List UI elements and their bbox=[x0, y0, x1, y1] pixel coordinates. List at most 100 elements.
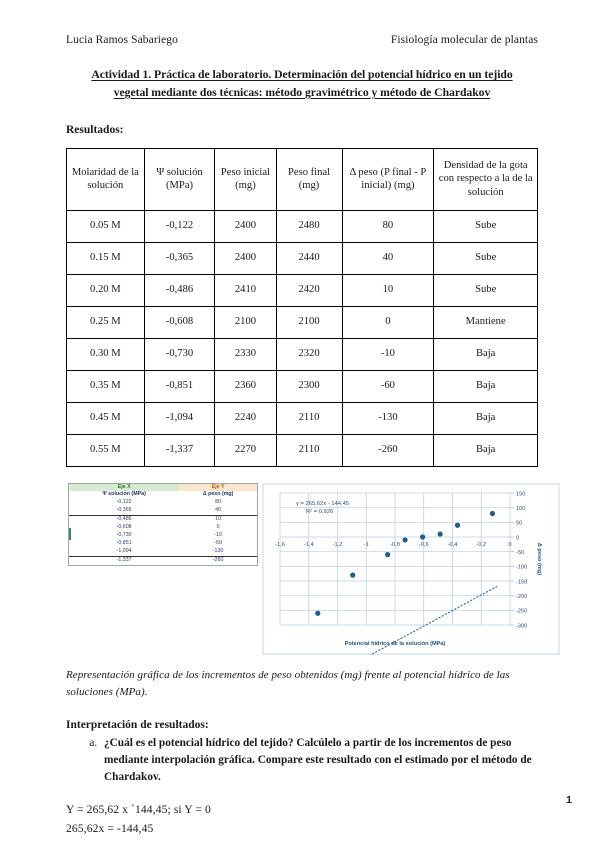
formula-line-2: 265,62x = -144,45 bbox=[66, 822, 154, 836]
data-point bbox=[350, 572, 356, 578]
table-cell: 0.05 M bbox=[66, 209, 145, 243]
table-cell: -0,730 bbox=[143, 337, 216, 371]
table-cell: 2400 bbox=[214, 241, 277, 275]
table-cell: 0.30 M bbox=[66, 337, 145, 371]
table-cell: 2420 bbox=[275, 273, 343, 307]
sheet-row: -0,365 40 bbox=[69, 507, 257, 515]
table-cell: -0,122 bbox=[143, 209, 216, 243]
table-cell: Baja bbox=[433, 433, 538, 467]
y-tick-label: 0 bbox=[516, 535, 519, 541]
interpretation-list: ¿Cuál es el potencial hídrico del tejido… bbox=[66, 735, 538, 786]
y-tick-label: 50 bbox=[516, 520, 522, 526]
table-header-cell: Molaridad de la solución bbox=[66, 147, 145, 211]
table-cell: Sube bbox=[433, 273, 538, 307]
table-body: 0.05 M -0,122 2400 2480 80 Sube 0.15 M -0,365 24… bbox=[66, 209, 538, 467]
table-cell: 80 bbox=[341, 209, 435, 243]
y-tick-label: -150 bbox=[516, 579, 527, 585]
data-point bbox=[385, 551, 391, 557]
header-author: Lucia Ramos Sabariego bbox=[66, 34, 178, 46]
table-cell: -60 bbox=[341, 369, 435, 403]
table-cell: 0.45 M bbox=[66, 401, 145, 435]
sheet-cell: -0,486 bbox=[69, 515, 180, 525]
table-row: 0.15 M -0,365 2400 2440 40 Sube bbox=[66, 241, 538, 275]
table-header-cell: Peso final (mg) bbox=[275, 147, 343, 211]
table-cell: 2110 bbox=[275, 433, 343, 467]
chart-figure: Eje X Eje Y Ψ solución (MPa) Δ peso (mg)… bbox=[66, 481, 560, 659]
table-row: 0.30 M -0,730 2330 2320 -10 Baja bbox=[66, 337, 538, 371]
sheet-cell: -1,094 bbox=[116, 547, 132, 554]
sheet-col-y-sub: Δ peso (mg) bbox=[202, 491, 234, 498]
table-cell: 2410 bbox=[214, 273, 277, 307]
table-cell: Baja bbox=[433, 401, 538, 435]
table-cell: -10 bbox=[341, 337, 435, 371]
x-axis-title: Potencial hídrico de la solución (MPa) bbox=[345, 641, 446, 647]
sheet-cell: -60 bbox=[214, 540, 222, 547]
data-point bbox=[454, 522, 461, 528]
page-number: 1 bbox=[566, 794, 572, 806]
table-row: 0.55 M -1,337 2270 2110 -260 Baja bbox=[66, 433, 538, 467]
x-tick-label: -0,2 bbox=[476, 542, 486, 548]
sheet-row: -1,094 -130 bbox=[69, 548, 257, 556]
scatter-chart: 150 100 50 0 -50 -100 -150 -200 -250 -300 -1,6 -1,4… bbox=[262, 483, 560, 655]
sheet-cell: 0 bbox=[216, 524, 220, 531]
table-cell: -130 bbox=[341, 401, 435, 435]
y-tick-label: 150 bbox=[516, 491, 525, 497]
sheet-cell: -0,608 bbox=[116, 524, 132, 531]
x-tick-label: -1,4 bbox=[304, 542, 314, 548]
table-cell: 40 bbox=[341, 241, 435, 275]
table-cell: Baja bbox=[433, 337, 538, 371]
table-cell: 0 bbox=[341, 305, 435, 339]
sheet-cell: -130 bbox=[212, 547, 224, 554]
header-course: Fisiología molecular de plantas bbox=[390, 34, 538, 46]
sheet-cell: -0,851 bbox=[116, 540, 132, 547]
table-cell: 2360 bbox=[214, 369, 277, 403]
table-cell: 2440 bbox=[275, 241, 343, 275]
table-cell: -0,365 bbox=[143, 241, 216, 275]
sheet-cell: -260 bbox=[179, 555, 257, 565]
x-tick-label: -1,6 bbox=[275, 542, 285, 548]
data-point bbox=[420, 533, 426, 540]
table-header-cell: Densidad de la gota con respecto a la de… bbox=[433, 147, 538, 211]
table-cell: -1,094 bbox=[143, 401, 216, 435]
sheet-col-x-title: Eje X bbox=[69, 483, 180, 492]
y-axis-title: Δ peso (mg) bbox=[536, 542, 542, 574]
table-cell: 2330 bbox=[214, 337, 277, 371]
table-cell: Sube bbox=[433, 209, 538, 243]
sheet-row: -0,486 10 bbox=[69, 515, 257, 525]
figure-caption: Representación gráfica de los incremento… bbox=[66, 668, 510, 698]
sheet-row: -0,851 -60 bbox=[69, 540, 257, 548]
x-tick-label: -0,8 bbox=[390, 542, 400, 548]
trendline-r2: R² = 0,926 bbox=[306, 509, 333, 515]
table-cell: Mantiene bbox=[433, 305, 538, 339]
data-point bbox=[315, 610, 321, 616]
page-header: Lucia Ramos Sabariego Fisiología molecul… bbox=[66, 34, 538, 46]
sheet-cell: 80 bbox=[215, 499, 222, 506]
y-tick-label: -50 bbox=[516, 550, 524, 556]
table-header-cell: Δ peso (P final - P inicial) (mg) bbox=[341, 147, 435, 211]
table-cell: -0,608 bbox=[143, 305, 216, 339]
formula-block: Y = 265,62 x `144,45; si Y = 0 265,62x =… bbox=[66, 801, 538, 838]
table-row: 0.25 M -0,608 2100 2100 0 Mantiene bbox=[66, 305, 538, 339]
table-cell: 10 bbox=[341, 273, 435, 307]
title-line-2: vegetal mediante dos técnicas: método gr… bbox=[113, 85, 491, 99]
table-cell: 2100 bbox=[214, 305, 277, 339]
sheet-col-y-title: Eje Y bbox=[179, 483, 257, 492]
table-cell: 2100 bbox=[275, 305, 343, 339]
table-row: 0.45 M -1,094 2240 2110 -130 Baja bbox=[66, 401, 538, 435]
embedded-spreadsheet: Eje X Eje Y Ψ solución (MPa) Δ peso (mg)… bbox=[68, 482, 258, 566]
sheet-row: -0,122 80 bbox=[69, 499, 257, 507]
table-cell: 2110 bbox=[275, 401, 343, 435]
x-tick-label: 0 bbox=[508, 542, 511, 548]
table-cell: -1,337 bbox=[143, 433, 216, 467]
y-tick-label: -250 bbox=[516, 608, 527, 614]
sheet-cell: -10 bbox=[214, 532, 222, 539]
table-cell: 2480 bbox=[275, 209, 343, 243]
table-cell: 2320 bbox=[275, 337, 343, 371]
y-tick-label: -100 bbox=[516, 564, 527, 570]
table-header-cell: Peso inicial (mg) bbox=[214, 147, 277, 211]
trendline bbox=[369, 585, 498, 655]
table-cell: 2270 bbox=[214, 433, 277, 467]
sheet-cell: -1,337 bbox=[69, 555, 180, 565]
sheet-cell: 40 bbox=[215, 507, 222, 514]
